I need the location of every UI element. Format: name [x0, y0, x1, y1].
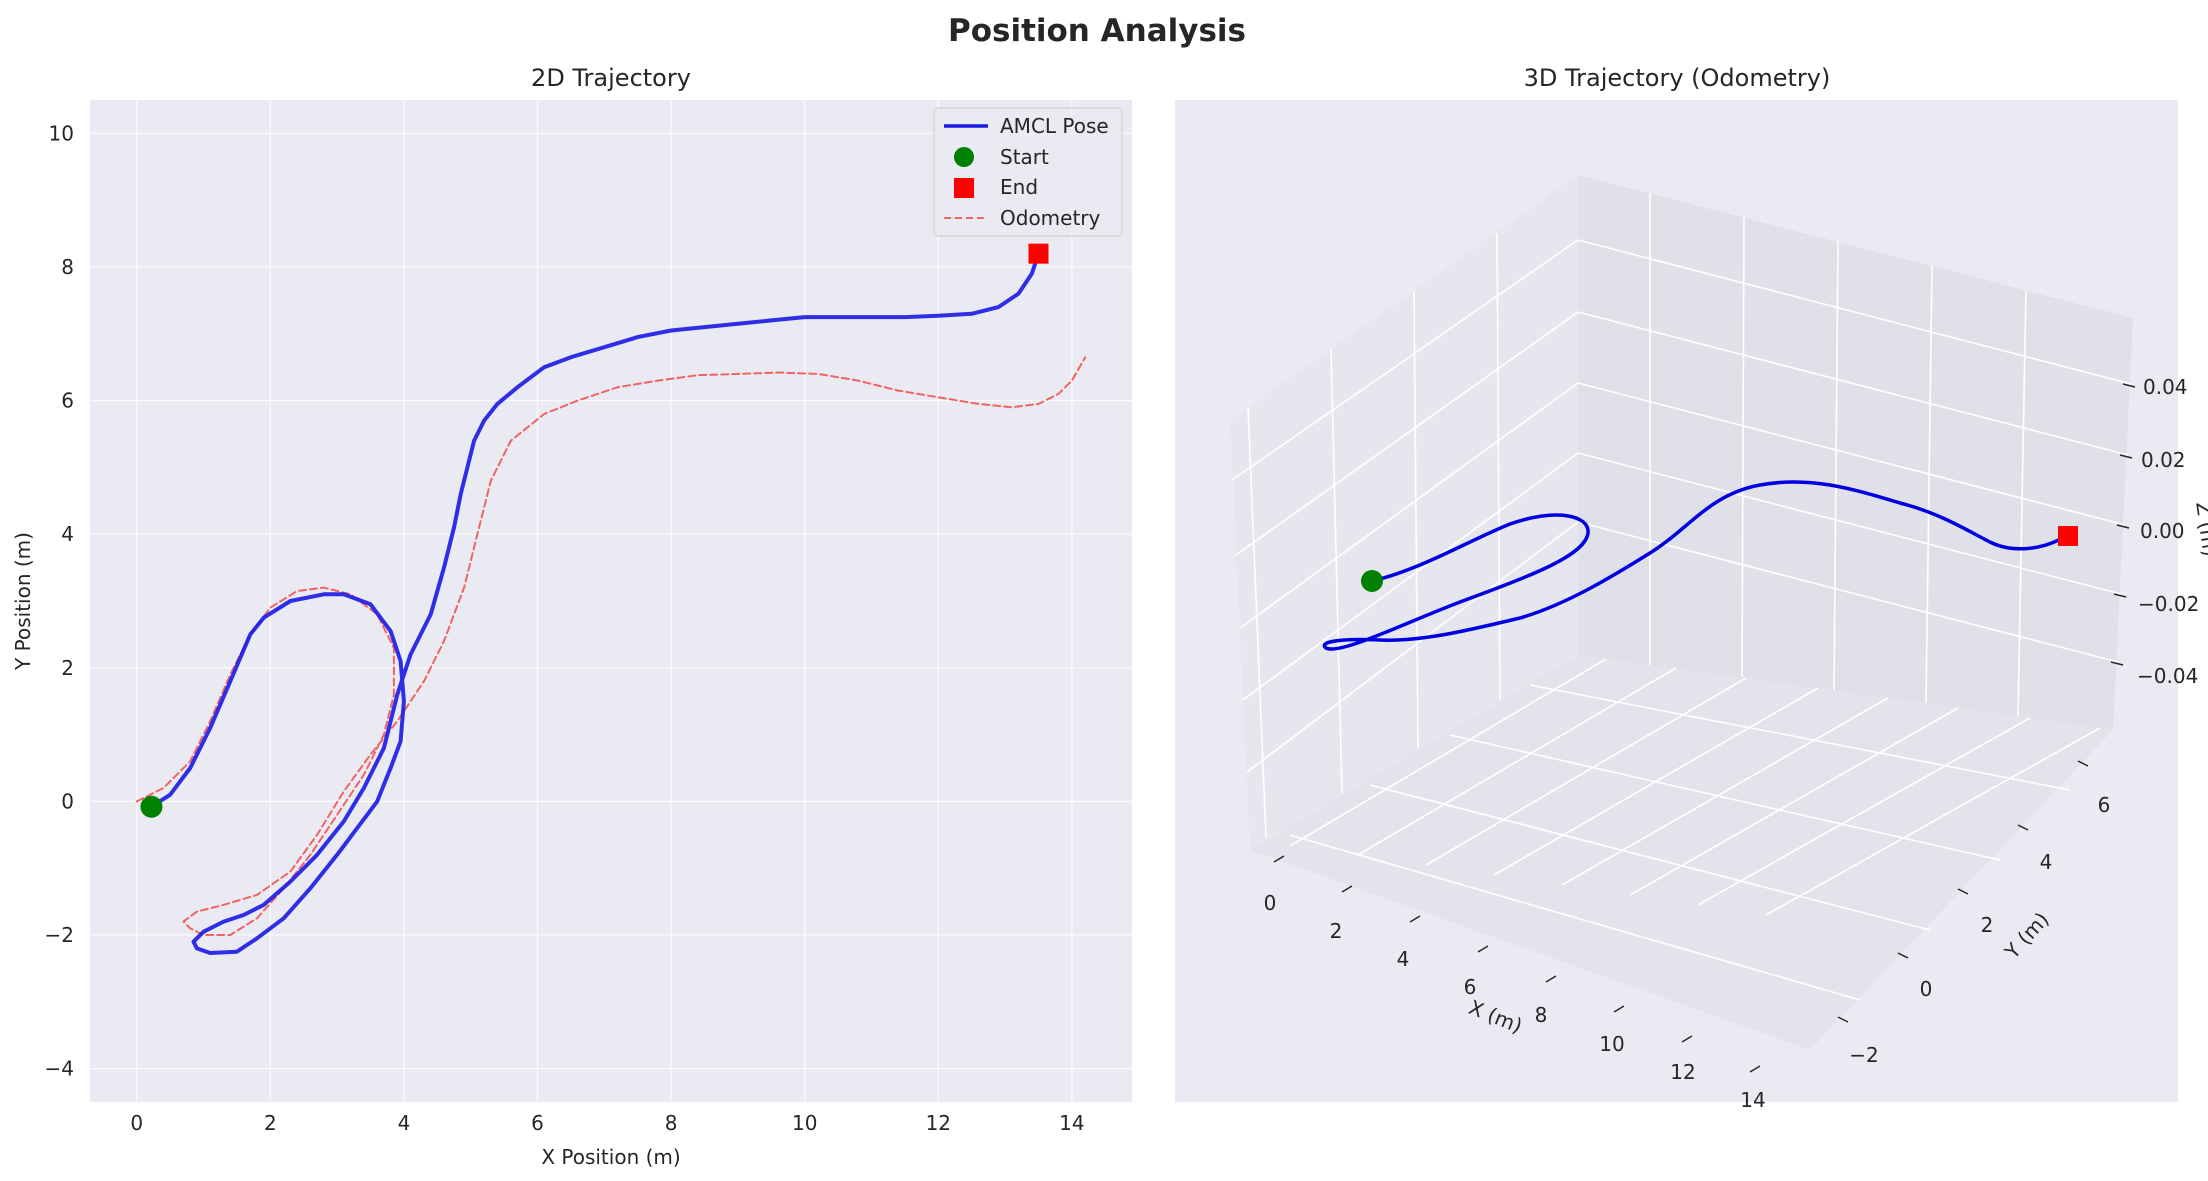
y-tick-label: 4 [61, 522, 74, 546]
plot-area-2d [90, 100, 1132, 1102]
x-tick-label-3d: 12 [1670, 1060, 1695, 1084]
y-tick-label-3d: 2 [1981, 913, 1994, 937]
x-tick-label: 2 [264, 1111, 277, 1135]
legend-end-marker [954, 178, 974, 198]
legend-entry-amcl: AMCL Pose [1000, 114, 1109, 138]
chart-title-2d: 2D Trajectory [531, 64, 691, 92]
back-left-pane [1230, 175, 1578, 850]
y-tick-label: 2 [61, 656, 74, 680]
x-tick-label: 10 [792, 1111, 817, 1135]
start-marker-2d [140, 795, 163, 818]
series-group-2d [135, 251, 1087, 955]
z-tick-label-3d: 0.02 [2141, 448, 2186, 472]
floor-pane [1250, 655, 2113, 1050]
y-tick-label-3d: 6 [2098, 793, 2111, 817]
y-tick-label: −4 [45, 1057, 74, 1081]
x-tick-label-3d: 2 [1330, 919, 1343, 943]
y-tick-label: 0 [61, 789, 74, 813]
x-tick-label: 8 [665, 1111, 678, 1135]
markers-2d [140, 243, 1049, 818]
y-tick-label: 10 [49, 121, 74, 145]
z-axis-label-3d: Z (m) [2191, 500, 2208, 558]
y-tick-label: −2 [45, 923, 74, 947]
z-tick-label-3d: −0.02 [2138, 592, 2199, 616]
x-tick-label: 14 [1059, 1111, 1084, 1135]
trajectory-3d-line [1322, 480, 2069, 651]
series-line-amcl-pose [149, 251, 1041, 955]
x-axis-label-2d: X Position (m) [541, 1145, 680, 1169]
x-tick-labels-2d: 0 2 4 6 8 10 12 14 [130, 1111, 1084, 1135]
x-tick-label-3d: 10 [1599, 1032, 1624, 1056]
x-tick-label-3d: 6 [1464, 975, 1477, 999]
legend-entry-end: End [1000, 175, 1038, 199]
grid-3d [1231, 193, 2132, 1001]
x-tick-label-3d: 14 [1740, 1088, 1765, 1112]
y-tick-label: 8 [61, 255, 74, 279]
z-tick-label-3d: 0.00 [2140, 519, 2185, 543]
x-tick-label: 6 [531, 1111, 544, 1135]
figure-title: Position Analysis [948, 13, 1246, 49]
z-tick-label-3d: 0.04 [2143, 375, 2188, 399]
end-marker-2d [1028, 243, 1049, 264]
tick-labels-3d: 0 2 4 6 8 10 12 14 −2 0 2 4 6 0.04 0.02 0.00 −0.02 −0.04 [1264, 375, 2200, 1112]
back-right-pane [1578, 175, 2133, 730]
y-tick-label-3d: −2 [1849, 1043, 1878, 1067]
grid-2d [90, 100, 1132, 1102]
panel-2d-trajectory: 0 2 4 6 8 10 12 14 −4 −2 0 2 4 6 8 10 2D Trajectory X … [11, 64, 1132, 1169]
panel-3d-trajectory: 3D Trajectory (Odometry) [1175, 64, 2208, 1112]
x-tick-label: 12 [926, 1111, 951, 1135]
y-tick-labels-2d: −4 −2 0 2 4 6 8 10 [45, 121, 74, 1080]
x-tick-label: 0 [130, 1111, 143, 1135]
y-tick-label-3d: 4 [2040, 850, 2053, 874]
legend-entry-odometry: Odometry [1000, 206, 1101, 230]
legend-entry-start: Start [1000, 145, 1049, 169]
axis-ticks-3d [1273, 383, 2136, 1073]
chart-title-3d: 3D Trajectory (Odometry) [1524, 64, 1831, 92]
y-tick-label-3d: 0 [1920, 977, 1933, 1001]
start-marker-3d [1361, 570, 1383, 592]
z-tick-label-3d: −0.04 [2137, 664, 2198, 688]
x-tick-label-3d: 4 [1397, 947, 1410, 971]
legend-box [933, 107, 1123, 237]
y-tick-label: 6 [61, 389, 74, 413]
x-tick-label-3d: 0 [1264, 891, 1277, 915]
x-tick-label-3d: 8 [1535, 1003, 1548, 1027]
legend-start-marker [954, 147, 974, 167]
legend: AMCL Pose Start End Odometry [933, 107, 1123, 237]
y-axis-label-2d: Y Position (m) [11, 532, 35, 671]
end-marker-3d [2058, 526, 2078, 546]
x-tick-label: 4 [398, 1111, 411, 1135]
